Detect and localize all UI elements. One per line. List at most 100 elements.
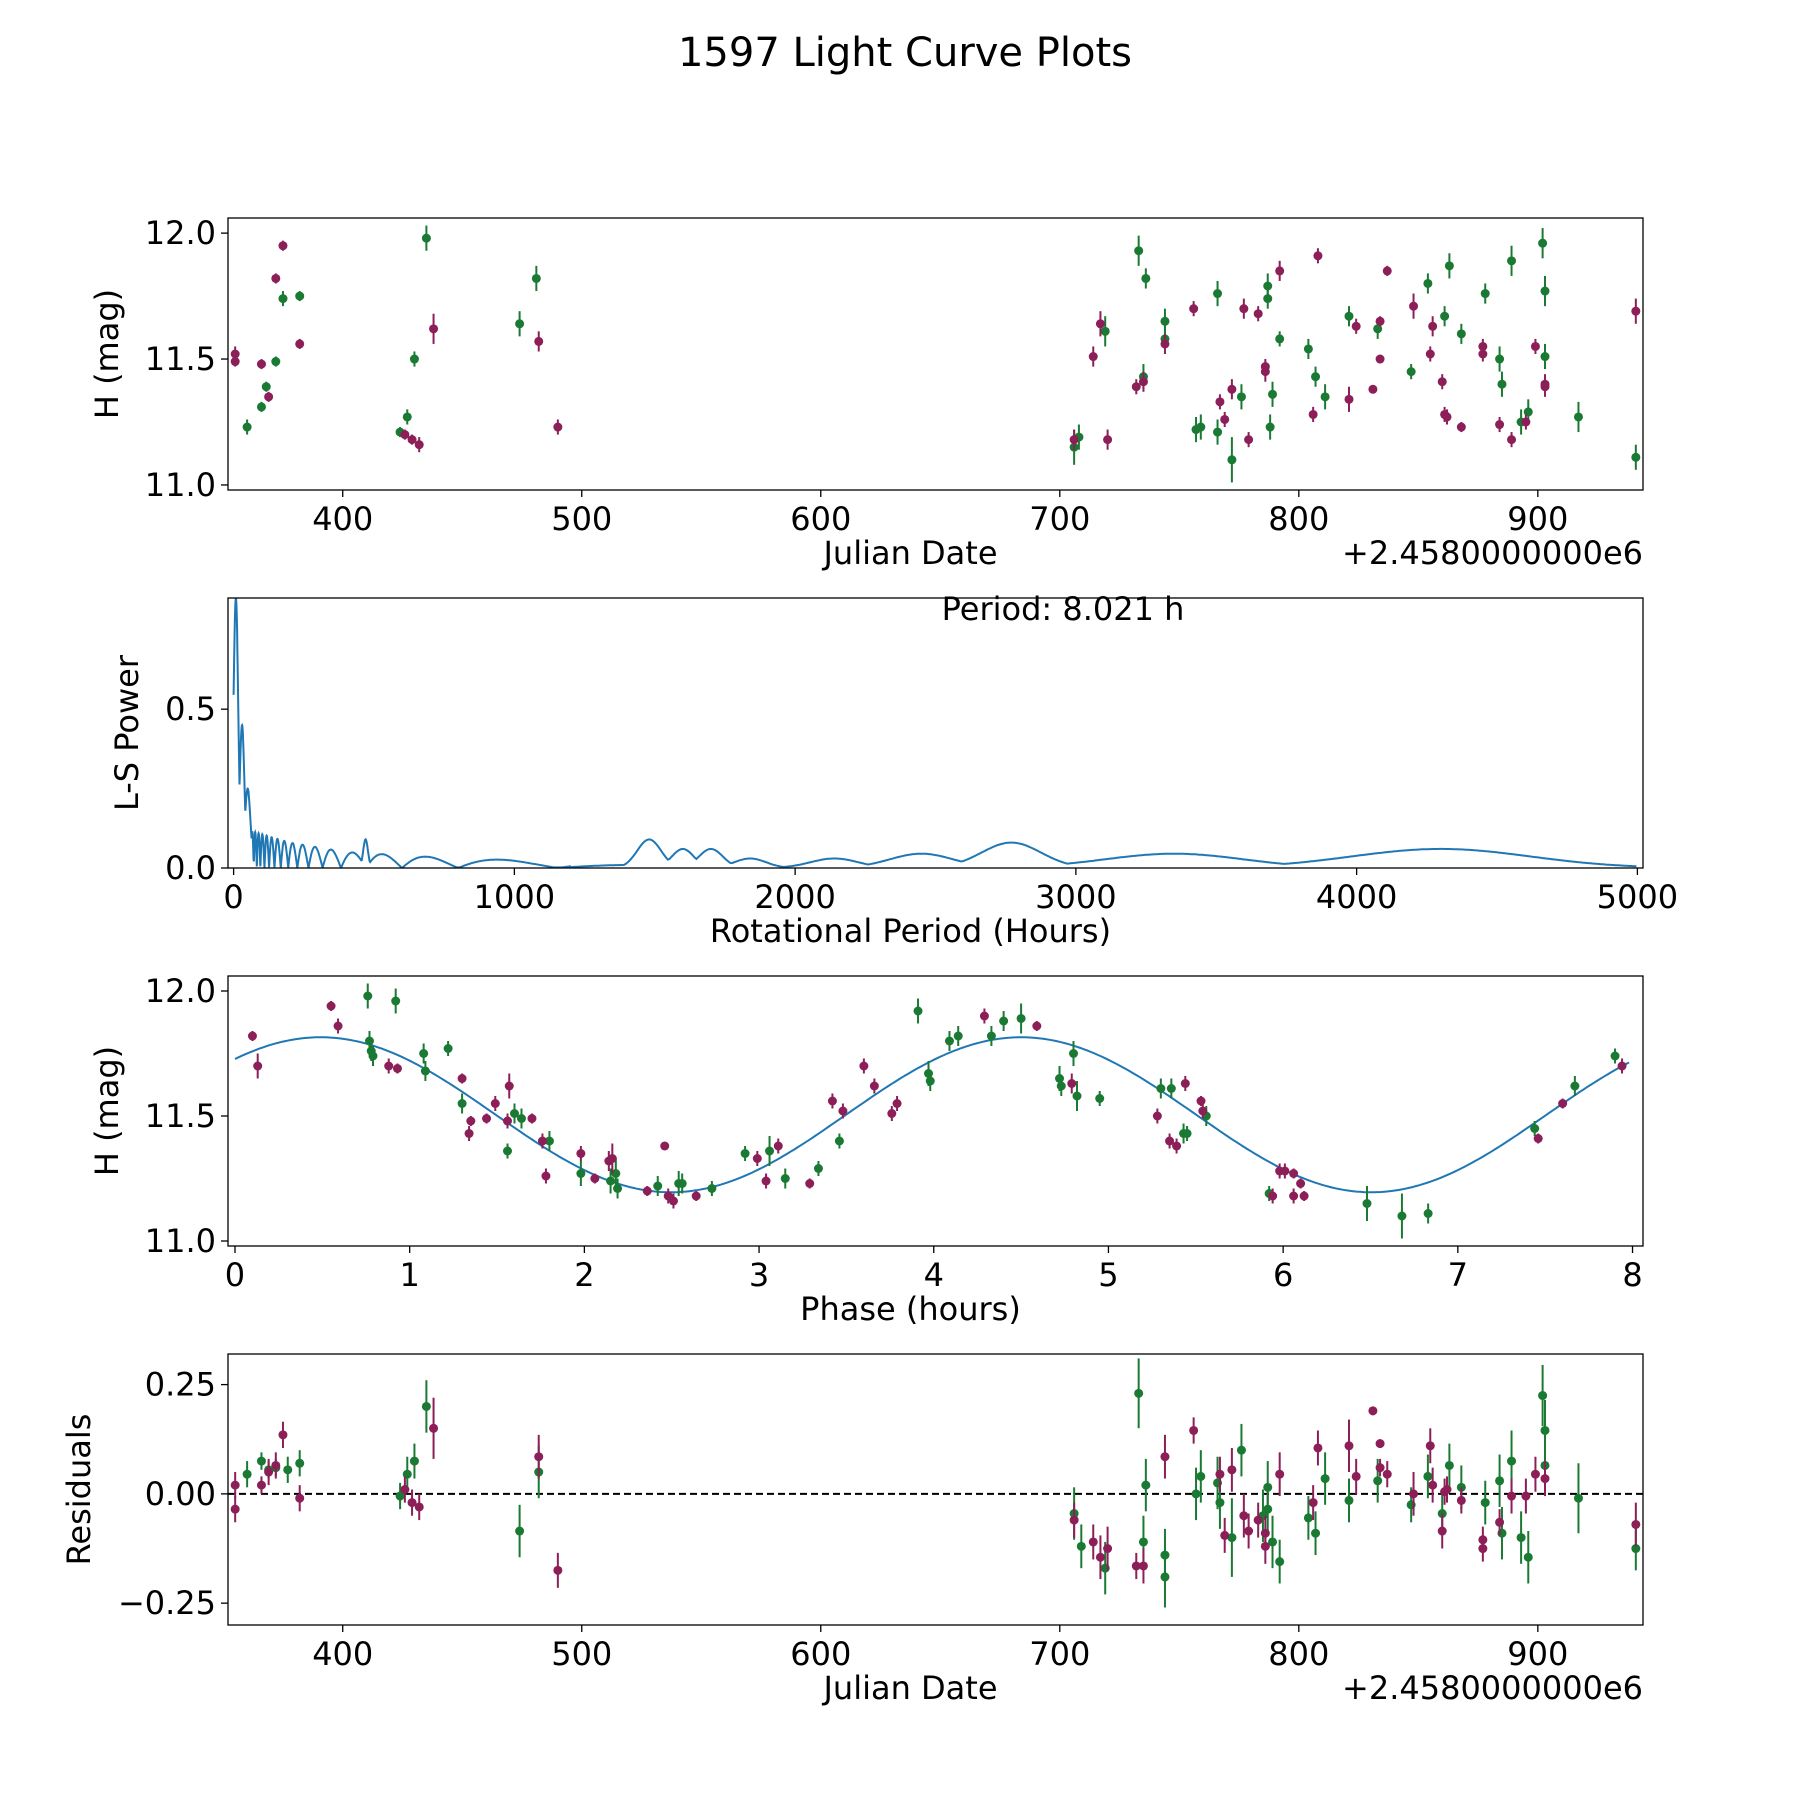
x-tick-label: 2 [574,1256,594,1294]
data-point [421,1380,431,1433]
data-point [660,1141,670,1151]
data-point [400,429,410,440]
marker [1368,384,1378,394]
marker [1423,278,1433,288]
marker [271,273,281,283]
data-point [838,1103,848,1119]
marker [827,1096,837,1106]
marker [1570,1081,1580,1091]
marker [503,1116,513,1126]
data-point [1631,1502,1641,1547]
data-point [429,313,439,344]
marker [707,1184,717,1193]
data-point [1573,1463,1583,1534]
data-point [1138,1548,1148,1584]
marker [1540,382,1550,392]
marker [1263,281,1273,291]
series-purple [230,1397,1641,1588]
marker [429,1423,439,1433]
marker [924,1069,934,1078]
marker [230,349,240,359]
marker [1344,394,1354,404]
marker [1497,379,1507,389]
marker [752,1154,762,1163]
marker [1138,377,1148,387]
data-point [464,1126,474,1141]
data-point [1220,411,1230,428]
data-point [1253,1502,1263,1538]
marker [1478,349,1488,359]
data-point [1516,1511,1526,1564]
marker [1480,289,1490,299]
marker [576,1149,586,1158]
marker [1103,1544,1113,1554]
data-point [409,1443,419,1479]
data-point [1311,1511,1321,1556]
data-point [490,1096,500,1111]
y-tick-label: 11.5 [145,1097,216,1135]
data-point [576,1146,586,1161]
data-point [256,1476,266,1494]
data-point [1375,1458,1385,1477]
marker [1189,1425,1199,1435]
marker [531,273,541,283]
data-point [1220,1517,1230,1553]
data-point [1442,409,1452,425]
marker [1265,422,1275,432]
marker [1239,1511,1249,1521]
marker [1423,1209,1433,1218]
marker [1311,372,1321,382]
data-point [1617,1058,1627,1074]
marker [1440,311,1450,321]
x-tick-label: 600 [790,500,851,538]
data-point [1196,1450,1206,1503]
series-purple [230,240,1641,453]
marker [295,291,305,301]
data-point [892,1096,902,1111]
marker [1100,326,1110,336]
x-tick-label: 1000 [474,878,555,916]
marker [295,339,305,349]
data-point [668,1193,678,1209]
marker [1268,389,1278,399]
marker [607,1154,617,1163]
data-point [1275,260,1285,281]
data-point [1141,1458,1151,1512]
marker [1442,412,1452,422]
data-point [576,1161,586,1186]
marker [1253,1515,1263,1525]
data-point [1227,437,1237,483]
marker [278,294,288,304]
data-point [1160,1434,1170,1479]
data-point [1320,384,1330,410]
marker [414,1502,424,1512]
marker [230,357,240,367]
marker [395,1491,405,1501]
x-tick-label: 800 [1268,1635,1329,1673]
data-point [553,419,563,435]
y-tick-label: 12.0 [145,972,216,1010]
data-point [1444,253,1454,279]
data-point [1260,361,1270,382]
marker [1351,1471,1361,1481]
marker [1152,1111,1162,1121]
data-point [1268,1515,1278,1569]
data-point [261,381,271,392]
data-point [1076,1524,1086,1569]
data-point [859,1058,869,1074]
x-tick-label: 5 [1098,1256,1118,1294]
data-point [256,1452,266,1470]
marker [490,1099,500,1108]
marker [230,1480,240,1490]
data-point [1423,1454,1433,1499]
data-point [1189,301,1199,317]
data-point [457,1073,467,1084]
data-point [429,1397,439,1459]
data-point [264,391,274,402]
marker [504,1081,514,1091]
x-tick-label: 3 [749,1256,769,1294]
data-point [1236,1423,1246,1477]
marker [1275,1469,1285,1479]
marker [1263,294,1273,304]
marker [1268,1191,1278,1201]
